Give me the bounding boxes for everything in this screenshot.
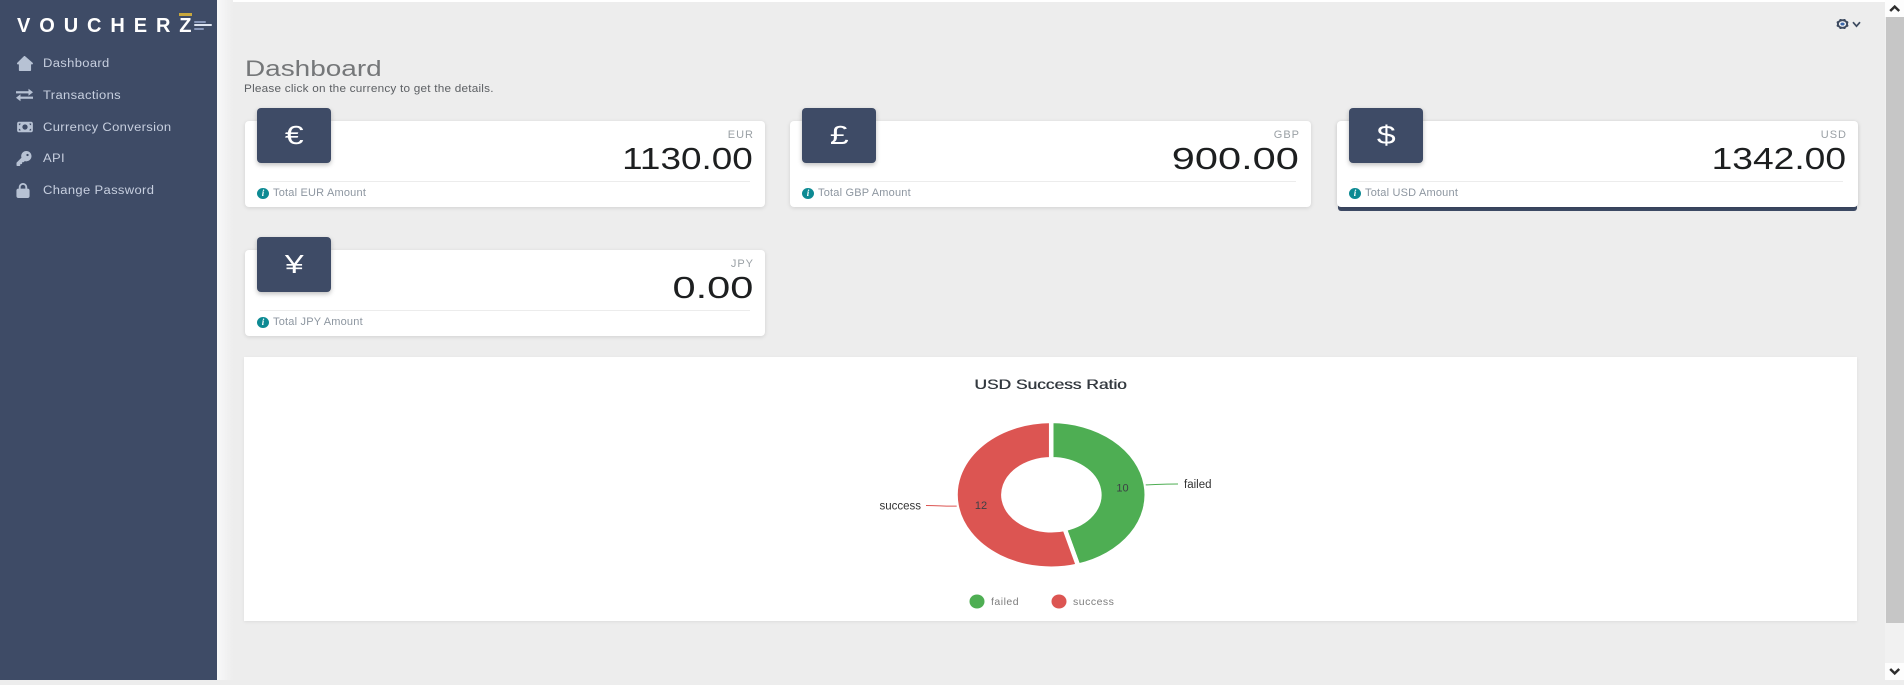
svg-text:failed: failed xyxy=(991,596,1019,608)
svg-text:10: 10 xyxy=(1116,483,1128,495)
svg-text:success: success xyxy=(879,501,921,513)
svg-text:failed: failed xyxy=(1184,479,1212,491)
svg-text:12: 12 xyxy=(975,500,987,512)
svg-text:success: success xyxy=(1073,596,1114,608)
